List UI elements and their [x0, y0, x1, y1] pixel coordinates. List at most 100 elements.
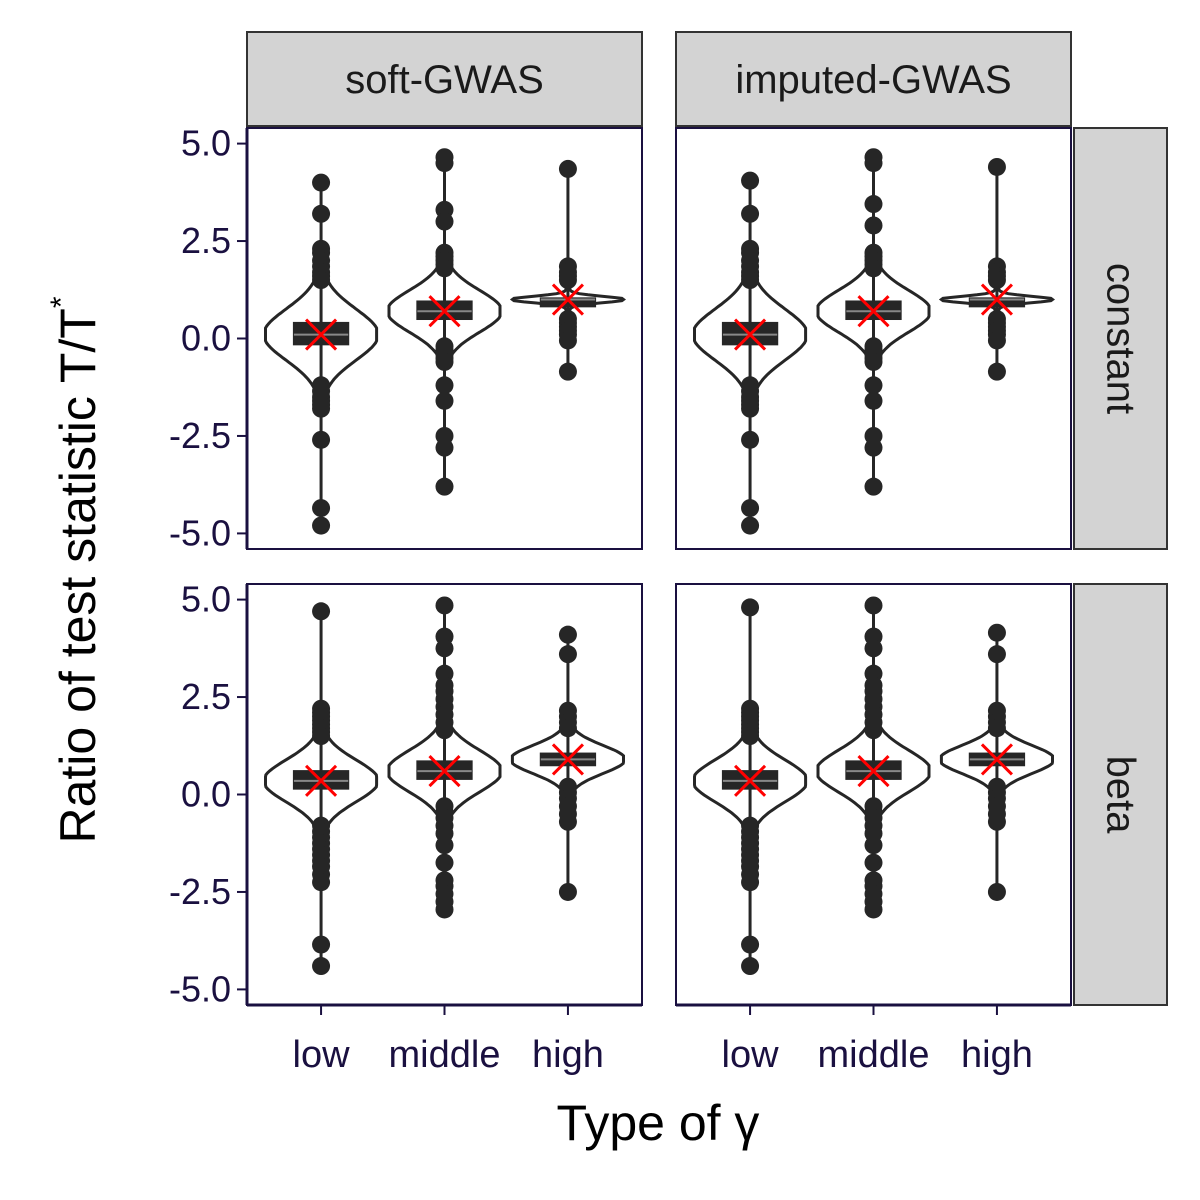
- outlier-point: [558, 362, 577, 381]
- y-tick-label-constant: 2.5: [181, 220, 231, 261]
- outlier-point: [741, 727, 760, 746]
- outlier-point: [435, 853, 454, 872]
- outlier-point: [435, 376, 454, 395]
- strip-imputed-gwas: [675, 31, 1072, 127]
- y-tick-label-constant: 5.0: [181, 123, 231, 164]
- y-tick-label-constant: -2.5: [169, 415, 231, 456]
- group-middle: [387, 148, 502, 496]
- outlier-point: [435, 721, 454, 740]
- outlier-point: [558, 882, 577, 901]
- x-axis-title: Type of γ: [557, 1095, 760, 1151]
- outlier-point: [312, 957, 331, 976]
- x-tick-label-middle: middle: [818, 1034, 930, 1076]
- outlier-point: [435, 438, 454, 457]
- outlier-point: [741, 399, 760, 418]
- outlier-point: [435, 836, 454, 855]
- outlier-point: [741, 271, 760, 290]
- outlier-point: [741, 935, 760, 954]
- outlier-point: [864, 391, 883, 410]
- group-middle: [816, 596, 931, 919]
- group-low: [693, 598, 808, 976]
- outlier-point: [312, 173, 331, 192]
- group-low: [264, 602, 379, 976]
- y-tick-label-beta: -5.0: [169, 968, 231, 1009]
- group-low: [264, 173, 379, 535]
- strip-soft-gwas: [246, 31, 643, 127]
- outlier-point: [741, 957, 760, 976]
- mean-marker-middle: [857, 295, 890, 328]
- group-low: [693, 171, 808, 535]
- outlier-point: [864, 352, 883, 371]
- title-layer: Type of γ Ratio of test statistic T/T*: [45, 296, 759, 1151]
- outlier-point: [435, 154, 454, 173]
- outlier-point: [558, 331, 577, 350]
- outlier-point: [558, 625, 577, 644]
- group-high: [510, 625, 625, 901]
- outlier-point: [987, 331, 1006, 350]
- y-tick-label-constant: 0.0: [181, 318, 231, 359]
- x-tick-label-low: low: [293, 1034, 351, 1076]
- outlier-point: [435, 391, 454, 410]
- outlier-point: [312, 516, 331, 535]
- y-tick-label-beta: 0.0: [181, 774, 231, 815]
- outlier-point: [864, 376, 883, 395]
- x-tick-label-middle: middle: [389, 1034, 501, 1076]
- outlier-point: [741, 873, 760, 892]
- y-tick-label-constant: -5.0: [169, 512, 231, 553]
- x-tick-label-high: high: [961, 1034, 1033, 1076]
- outlier-point: [741, 499, 760, 518]
- mean-marker-low: [734, 764, 767, 797]
- mean-marker-middle: [428, 295, 461, 328]
- outlier-point: [987, 719, 1006, 738]
- outlier-point: [864, 154, 883, 173]
- outlier-point: [435, 212, 454, 231]
- strip-beta: [1073, 583, 1168, 1006]
- panel-soft-gwas-constant: [246, 127, 643, 550]
- outlier-point: [312, 602, 331, 621]
- panel-imputed-gwas-beta: [675, 583, 1072, 1006]
- svg-text:Ratio of test statistic T/T*: Ratio of test statistic T/T*: [45, 296, 106, 843]
- outlier-point: [741, 204, 760, 223]
- mean-marker-low: [734, 318, 767, 351]
- outlier-point: [312, 873, 331, 892]
- outlier-point: [558, 812, 577, 831]
- y-tick-label-beta: 5.0: [181, 579, 231, 620]
- mean-marker-low: [305, 764, 338, 797]
- outlier-point: [741, 171, 760, 190]
- outlier-point: [435, 639, 454, 658]
- mean-marker-high: [551, 743, 584, 776]
- outlier-point: [312, 727, 331, 746]
- group-middle: [816, 148, 931, 496]
- outlier-point: [312, 430, 331, 449]
- outlier-point: [987, 623, 1006, 642]
- mean-marker-middle: [857, 755, 890, 788]
- outlier-point: [864, 836, 883, 855]
- outlier-point: [312, 271, 331, 290]
- strip-label-soft-gwas: soft-GWAS: [345, 58, 544, 102]
- panel-imputed-gwas-constant: [675, 127, 1072, 550]
- outlier-point: [435, 596, 454, 615]
- y-tick-label-beta: 2.5: [181, 676, 231, 717]
- outlier-point: [864, 853, 883, 872]
- outlier-point: [864, 639, 883, 658]
- outlier-point: [987, 362, 1006, 381]
- strip-label-constant: constant: [1099, 263, 1143, 414]
- mean-marker-high: [551, 283, 584, 316]
- outlier-point: [987, 812, 1006, 831]
- group-high: [509, 159, 626, 381]
- outlier-point: [987, 882, 1006, 901]
- strip-label-imputed-gwas: imputed-GWAS: [735, 58, 1011, 102]
- outlier-point: [558, 159, 577, 178]
- outlier-point: [864, 216, 883, 235]
- outlier-point: [864, 721, 883, 740]
- outlier-point: [312, 499, 331, 518]
- mean-marker-low: [305, 318, 338, 351]
- outlier-point: [864, 195, 883, 214]
- panel-layer: [246, 127, 1072, 1006]
- outlier-point: [864, 596, 883, 615]
- mean-marker-high: [980, 743, 1013, 776]
- panel-soft-gwas-beta: [246, 583, 643, 1006]
- outlier-point: [864, 438, 883, 457]
- mean-marker-high: [980, 283, 1013, 316]
